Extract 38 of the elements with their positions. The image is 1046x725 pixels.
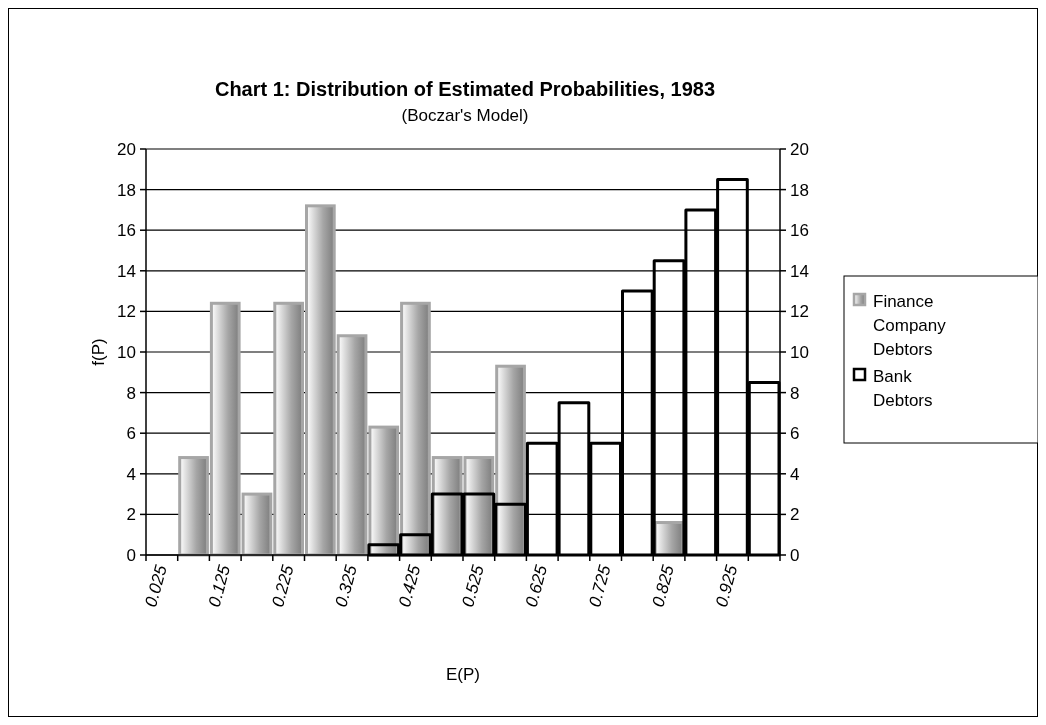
x-tick-label: 0.225: [268, 562, 298, 610]
x-tick-label: 0.025: [141, 562, 171, 610]
legend-label: Bank Debtors: [873, 366, 933, 410]
x-tick-label: 0.425: [394, 562, 425, 610]
y-tick-label: 12: [117, 302, 136, 322]
y-tick-label: 8: [126, 383, 136, 403]
y2-tick-label: 12: [790, 302, 809, 322]
y-tick-label: 16: [117, 221, 136, 241]
y2-tick-label: 8: [790, 383, 800, 403]
x-tick-label: 0.825: [648, 562, 679, 610]
y-tick-label: 0: [126, 545, 136, 565]
y2-tick-label: 20: [790, 139, 809, 159]
y-tick-label: 20: [117, 139, 136, 159]
y-tick-label: 2: [126, 505, 136, 525]
y2-tick-label: 10: [790, 342, 809, 362]
y2-tick-label: 4: [790, 464, 800, 484]
legend-label: Finance Company Debtors: [873, 291, 947, 359]
x-tick-label: 0.525: [458, 562, 488, 610]
x-tick-label: 0.125: [204, 562, 235, 610]
y-tick-label: 18: [117, 180, 136, 200]
x-tick-label: 0.725: [585, 562, 615, 610]
y2-tick-label: 14: [790, 261, 809, 281]
chart-subtitle: (Boczar's Model): [401, 106, 529, 125]
y-tick-label: 4: [126, 464, 136, 484]
y2-tick-label: 16: [790, 221, 809, 241]
x-tick-label: 0.625: [521, 562, 552, 610]
y-tick-label: 10: [117, 342, 136, 362]
y2-tick-label: 2: [790, 505, 800, 525]
y2-tick-label: 0: [790, 545, 800, 565]
x-axis-title: E(P): [446, 665, 480, 684]
y2-tick-label: 18: [790, 180, 809, 200]
y-tick-label: 14: [117, 261, 136, 281]
y-axis-title: f(P): [89, 338, 108, 366]
x-tick-label: 0.925: [711, 562, 742, 610]
chart-title: Chart 1: Distribution of Estimated Probabilities, 1983: [214, 78, 716, 100]
y-tick-label: 6: [126, 424, 136, 444]
y2-tick-label: 6: [790, 424, 800, 444]
x-tick-label: 0.325: [331, 562, 362, 610]
